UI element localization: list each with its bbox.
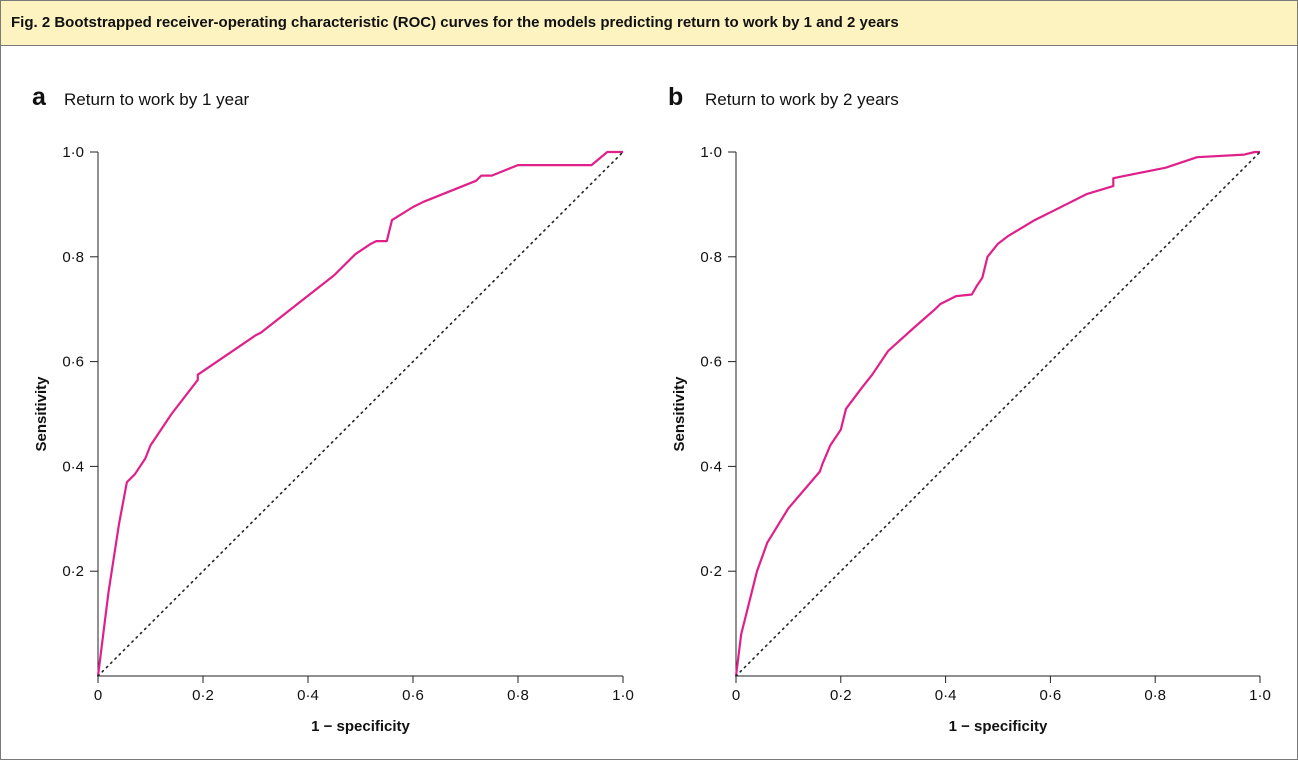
panel-letter: b	[668, 83, 683, 111]
y-axis-title: Sensitivity	[33, 376, 50, 452]
x-tick-label: 0·4	[297, 687, 319, 704]
y-tick-label: 0·6	[700, 354, 722, 371]
x-tick-label: 0	[732, 687, 740, 704]
x-tick-label: 0·8	[507, 687, 529, 704]
x-tick-label: 0·6	[1040, 687, 1062, 704]
y-tick-label: 1·0	[62, 144, 84, 161]
panel-title: Return to work by 2 years	[705, 90, 899, 109]
y-tick-label: 0·6	[62, 354, 84, 371]
x-tick-label: 0·6	[402, 687, 424, 704]
x-tick-label: 0·4	[935, 687, 957, 704]
panel-letter: a	[32, 83, 47, 111]
y-tick-label: 0·4	[700, 458, 722, 475]
x-axis-title: 1 − specificity	[311, 718, 410, 735]
caption-bar: Fig. 2 Bootstrapped receiver-operating c…	[1, 1, 1297, 46]
panel-title: Return to work by 1 year	[64, 90, 250, 109]
y-axis-title: Sensitivity	[671, 376, 688, 452]
x-tick-label: 0·2	[830, 687, 852, 704]
x-tick-label: 0·8	[1144, 687, 1166, 704]
x-tick-label: 0·2	[192, 687, 214, 704]
y-tick-label: 0·8	[62, 249, 84, 266]
roc-panel-a: a Return to work by 1 year 0 0·2 0·4 0·6 0·8 1·…	[32, 83, 634, 735]
x-tick-label: 1·0	[1249, 687, 1271, 704]
x-axis-title: 1 − specificity	[949, 718, 1048, 735]
roc-curve-line	[96, 150, 623, 677]
roc-panel-b: b Return to work by 2 years 0 0·2 0·4 0·6 0·8 1…	[668, 83, 1271, 735]
x-tick-label: 1·0	[612, 687, 634, 704]
x-tick-label: 0	[94, 687, 102, 704]
y-tick-label: 1·0	[700, 144, 722, 161]
y-tick-label: 0·8	[700, 249, 722, 266]
y-tick-label: 0·2	[62, 563, 84, 580]
figure-caption: Fig. 2 Bootstrapped receiver-operating c…	[11, 14, 899, 31]
roc-curve-line	[734, 150, 1260, 677]
reference-diagonal-line	[97, 151, 624, 677]
y-tick-label: 0·4	[62, 458, 84, 475]
y-tick-label: 0·2	[700, 563, 722, 580]
reference-diagonal-line	[735, 151, 1261, 677]
